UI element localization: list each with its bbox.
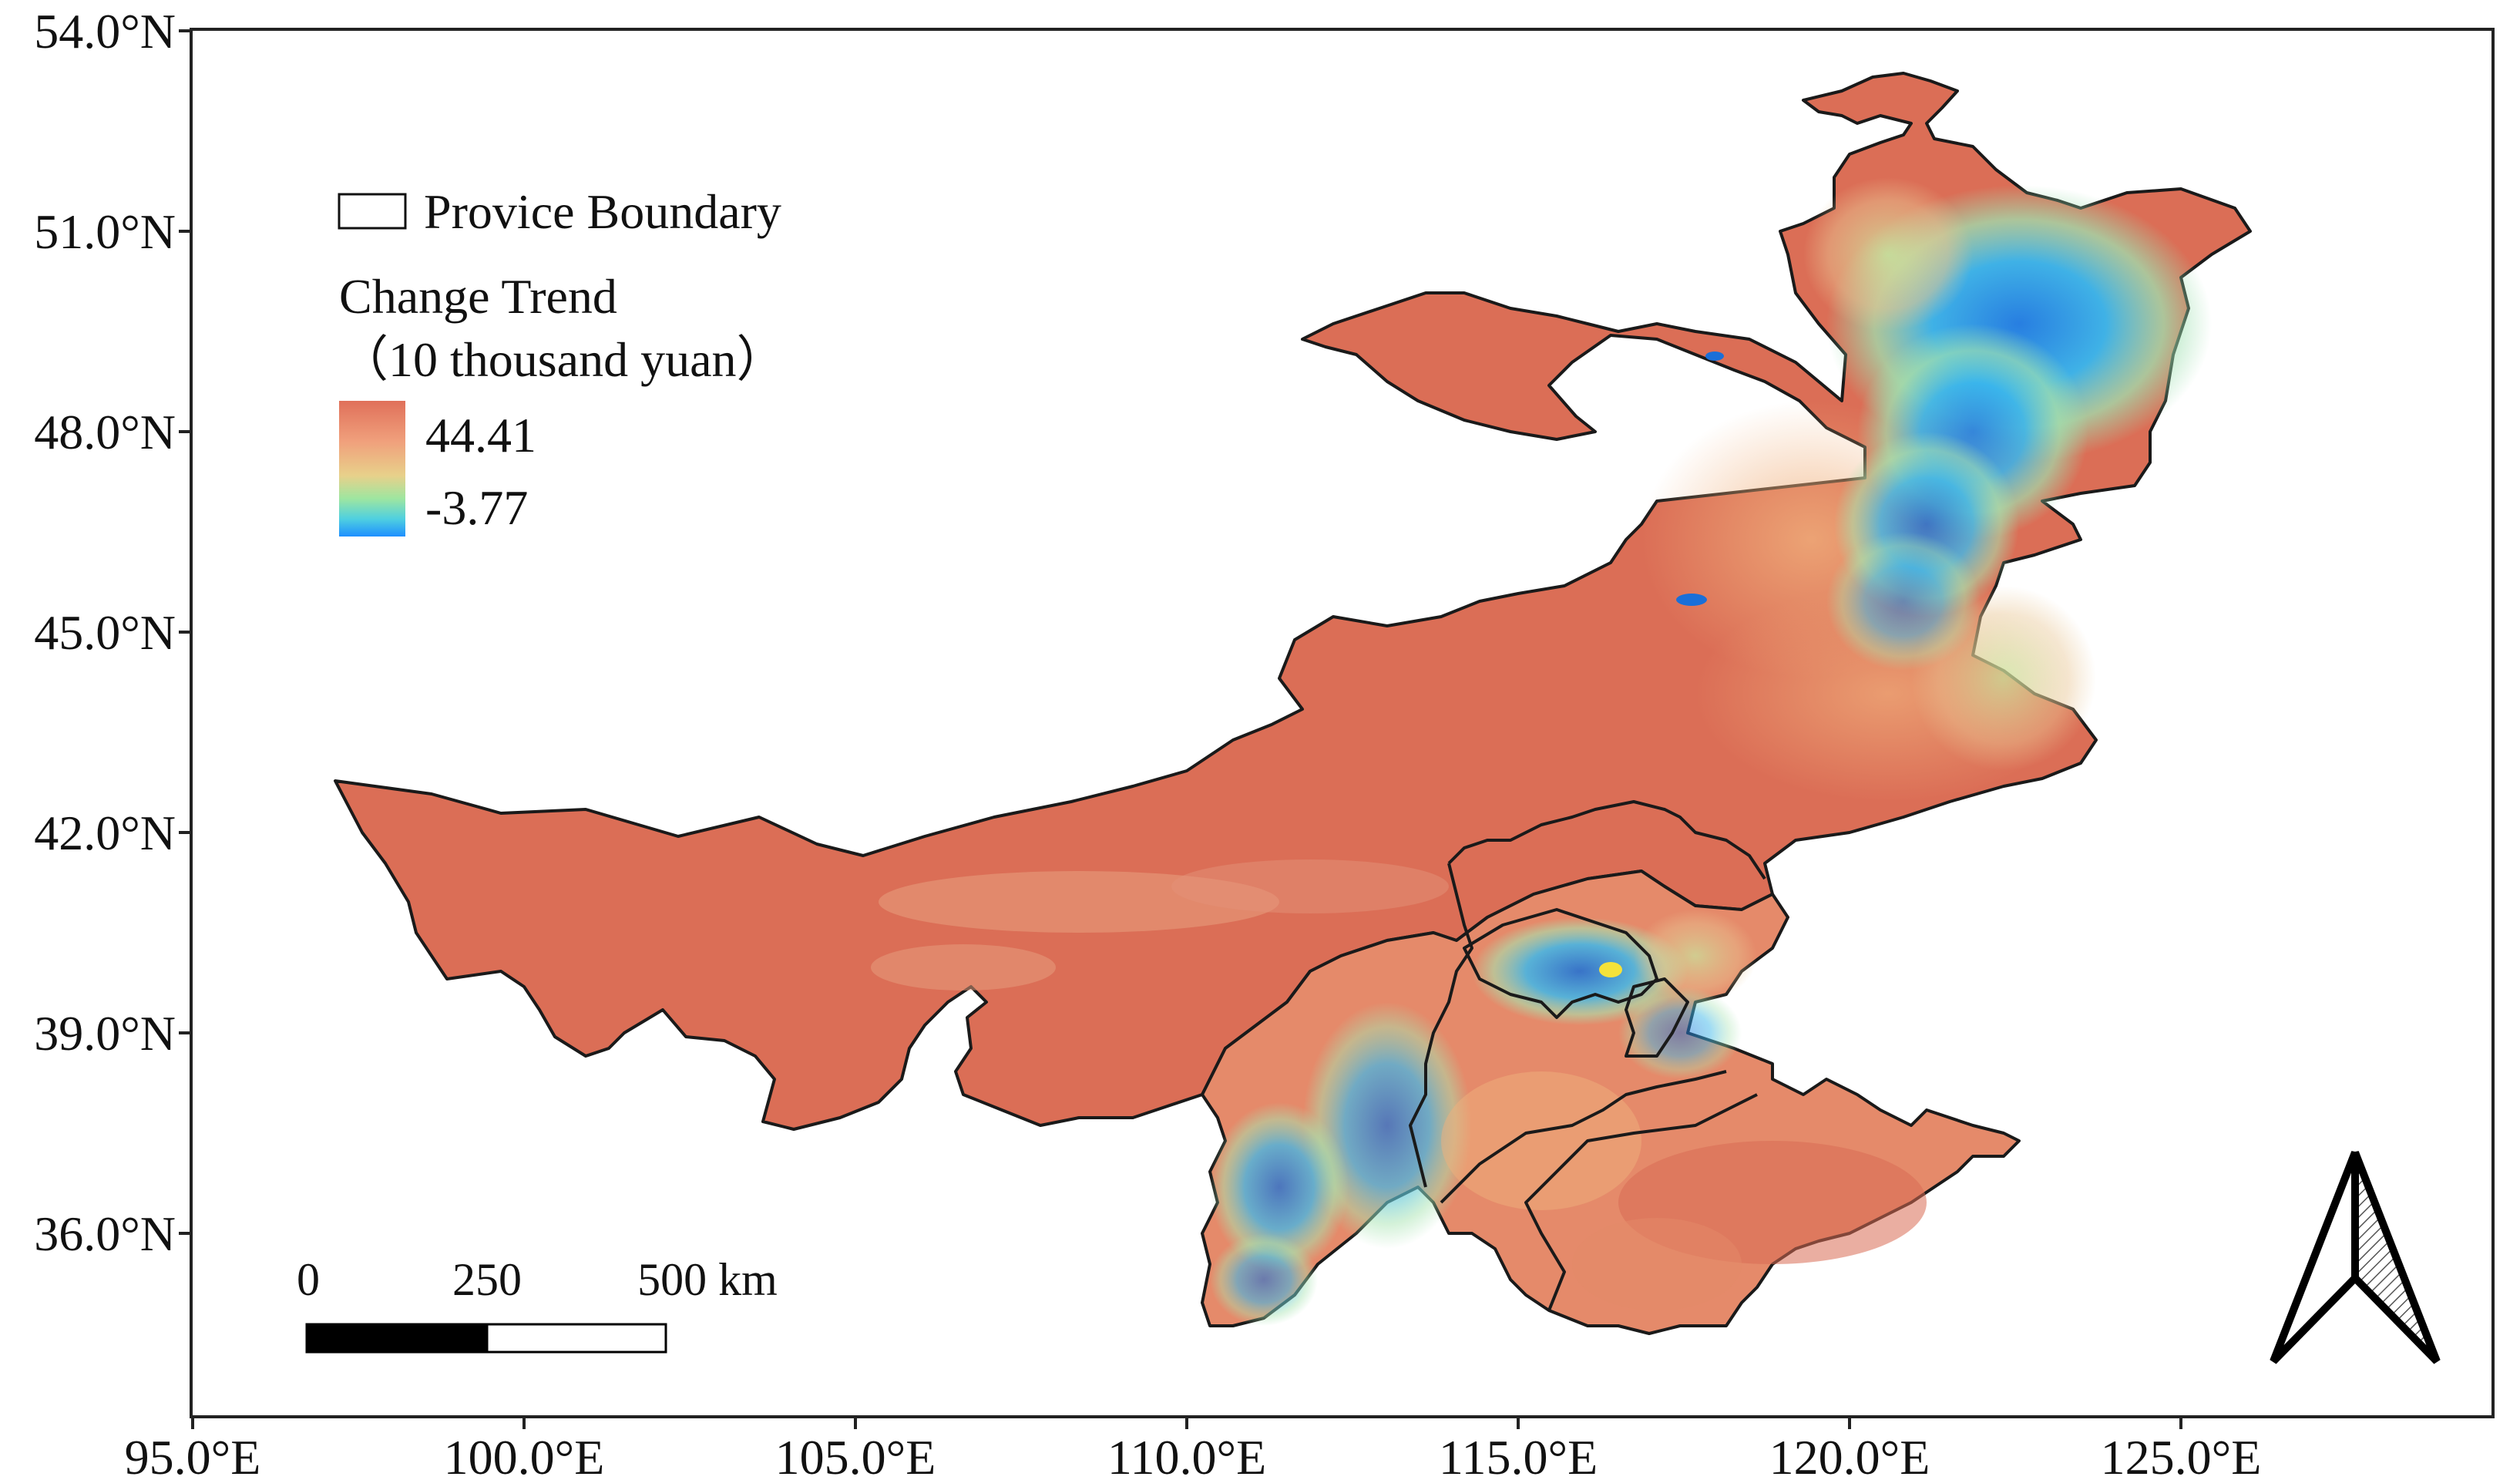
lon-label: 115.0°E <box>1439 1430 1598 1480</box>
legend-unit: （10 thousand yuan） <box>339 332 786 387</box>
scale-label: 500 km <box>637 1254 778 1305</box>
trend-overlays <box>871 177 2212 1326</box>
scale-bar-white <box>486 1323 667 1354</box>
legend-min-label: -3.77 <box>425 480 528 535</box>
north-arrow-icon <box>2270 1151 2441 1364</box>
lon-label: 125.0°E <box>2101 1430 2262 1480</box>
lon-label: 95.0°E <box>125 1430 261 1480</box>
scale-label: 0 <box>297 1254 320 1305</box>
scale-bar: 0 250 500 km <box>297 1254 778 1354</box>
lat-label: 54.0°N <box>34 4 176 59</box>
scale-bar-black <box>305 1323 489 1354</box>
lon-label: 120.0°E <box>1769 1430 1930 1480</box>
lat-label: 45.0°N <box>34 605 176 660</box>
lat-label: 39.0°N <box>34 1006 176 1061</box>
lon-label: 100.0°E <box>444 1430 605 1480</box>
map-frame <box>190 28 2495 1418</box>
lat-label: 36.0°N <box>34 1206 176 1261</box>
legend-title: Change Trend <box>339 269 617 324</box>
lat-axis: 54.0°N 51.0°N 48.0°N 45.0°N 42.0°N 39.0°… <box>34 4 191 1261</box>
legend: Provice Boundary Change Trend （10 thousa… <box>338 184 786 536</box>
internal-boundaries <box>1409 800 1766 1311</box>
lon-axis: 95.0°E 100.0°E 105.0°E 110.0°E 115.0°E 1… <box>125 1417 2262 1480</box>
color-ramp <box>339 401 405 536</box>
lon-label: 105.0°E <box>775 1430 936 1480</box>
legend-boundary-label: Provice Boundary <box>424 184 781 239</box>
lon-label: 110.0°E <box>1107 1430 1266 1480</box>
boundary-swatch <box>338 193 407 230</box>
lat-label: 51.0°N <box>34 204 176 259</box>
scale-label: 250 <box>452 1254 522 1305</box>
lat-label: 48.0°N <box>34 405 176 459</box>
lat-label: 42.0°N <box>34 806 176 860</box>
legend-max-label: 44.41 <box>425 408 536 462</box>
